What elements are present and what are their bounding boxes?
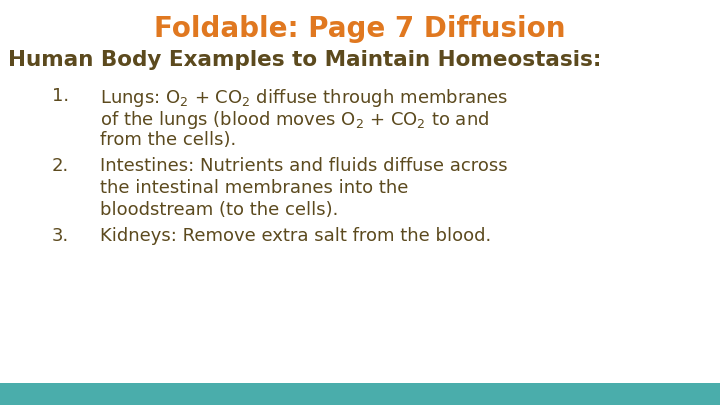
Text: Human Body Examples to Maintain Homeostasis:: Human Body Examples to Maintain Homeosta… — [8, 50, 601, 70]
Text: the intestinal membranes into the: the intestinal membranes into the — [100, 179, 408, 197]
Text: 2.: 2. — [52, 157, 69, 175]
Text: of the lungs (blood moves O$_2$ + CO$_2$ to and: of the lungs (blood moves O$_2$ + CO$_2$… — [100, 109, 489, 131]
Text: 1.: 1. — [52, 87, 69, 105]
Text: Intestines: Nutrients and fluids diffuse across: Intestines: Nutrients and fluids diffuse… — [100, 157, 508, 175]
FancyBboxPatch shape — [0, 383, 720, 405]
Text: 3.: 3. — [52, 227, 69, 245]
Text: Foldable: Page 7 Diffusion: Foldable: Page 7 Diffusion — [154, 15, 566, 43]
Text: Lungs: O$_2$ + CO$_2$ diffuse through membranes: Lungs: O$_2$ + CO$_2$ diffuse through me… — [100, 87, 508, 109]
Text: from the cells).: from the cells). — [100, 131, 236, 149]
Text: bloodstream (to the cells).: bloodstream (to the cells). — [100, 201, 338, 219]
Text: Kidneys: Remove extra salt from the blood.: Kidneys: Remove extra salt from the bloo… — [100, 227, 491, 245]
